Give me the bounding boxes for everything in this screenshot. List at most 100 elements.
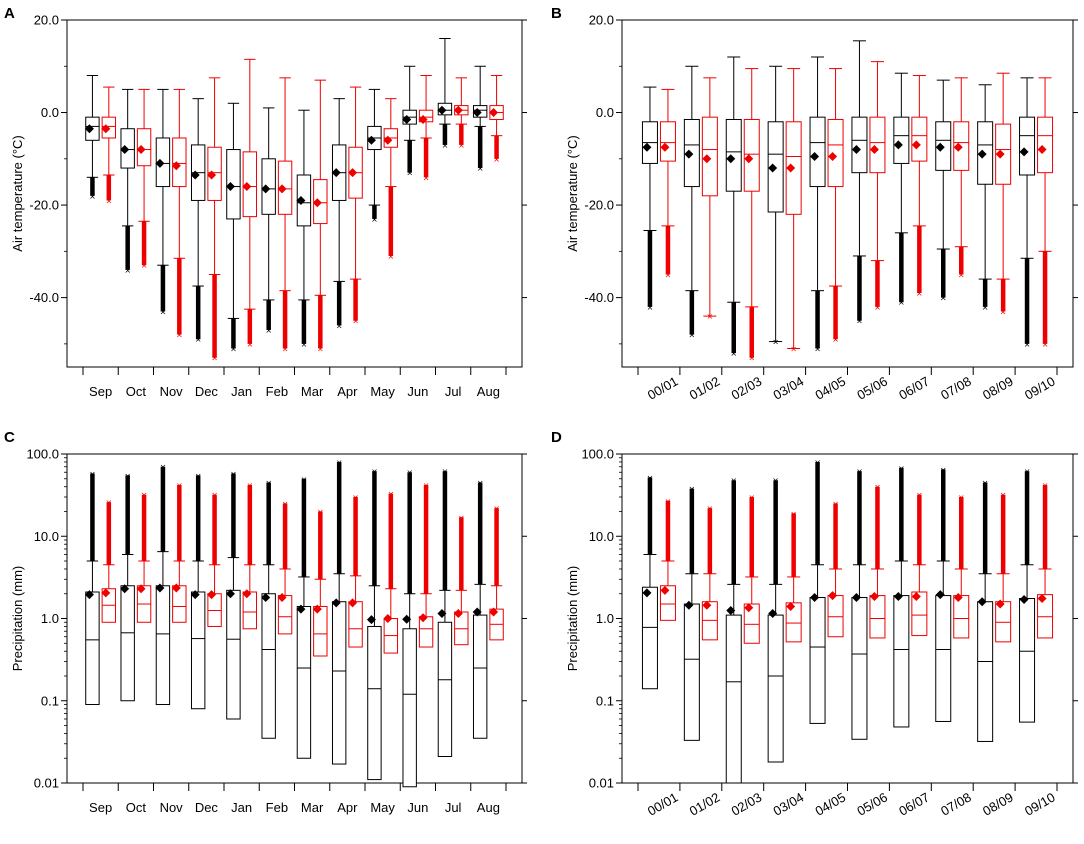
outlier-mark: ×: [371, 215, 378, 224]
x-tick-label: 03/04: [771, 373, 807, 402]
box-red: ×: [785, 509, 802, 643]
box-red: ×: [312, 79, 328, 353]
mean-diamond: [383, 614, 393, 623]
box-black: ×: [472, 65, 488, 173]
box-black: ×: [935, 79, 952, 303]
mean-diamond: [331, 598, 341, 608]
box-red: ×: [743, 493, 760, 644]
box-iqr: [935, 595, 952, 722]
mean-diamond: [190, 170, 200, 180]
y-tick-label: -40.0: [584, 290, 614, 305]
box-black: ×: [366, 88, 382, 224]
box-red: ×: [277, 500, 293, 635]
box-red: ×: [453, 77, 469, 150]
mean-diamond: [911, 140, 921, 150]
box-red: ×: [136, 88, 152, 270]
box-iqr: [472, 614, 488, 739]
box-black: ×: [225, 102, 241, 353]
box-red: ×: [911, 75, 928, 298]
box-red: ×: [953, 77, 970, 279]
box-black: ×: [155, 88, 171, 316]
y-tick-label: 0.01: [589, 776, 614, 791]
mean-diamond: [418, 613, 428, 623]
box-black: ×: [683, 485, 700, 741]
mean-diamond: [893, 140, 903, 150]
box-black: ×: [366, 467, 382, 781]
x-tick-label: 02/03: [729, 789, 765, 818]
box-red: ×: [1037, 481, 1054, 639]
panel-letter: B: [551, 5, 562, 22]
x-tick-label: 09/10: [1022, 789, 1058, 818]
outlier-mark: ×: [1000, 491, 1007, 500]
box-red: ×: [348, 493, 363, 648]
y-tick-label: 20.0: [589, 13, 614, 28]
box-red: ×: [701, 77, 718, 321]
mean-diamond: [418, 114, 428, 124]
outlier-mark: ×: [647, 303, 654, 312]
mean-diamond: [489, 108, 499, 118]
box-black: ×: [402, 65, 417, 178]
outlier-mark: ×: [916, 491, 923, 500]
mean-diamond: [1037, 594, 1047, 604]
outlier-mark: ×: [856, 317, 863, 326]
box-iqr: [701, 116, 718, 197]
x-tick-label: Oct: [126, 384, 147, 399]
x-tick-label: Jul: [445, 384, 462, 399]
box-black: ×: [190, 471, 206, 710]
panel-c: C 100.0 10.0 1.0 0.1 0.01 Precipitation (mm) Se…: [4, 429, 527, 815]
outlier-mark: ×: [160, 307, 167, 316]
mean-diamond: [277, 184, 287, 194]
outlier-mark: ×: [730, 349, 737, 358]
outlier-mark: ×: [772, 476, 779, 485]
outlier-mark: ×: [387, 490, 394, 499]
box-black: ×: [641, 86, 658, 312]
mean-diamond: [953, 142, 963, 152]
mean-diamond: [296, 604, 306, 614]
outlier-mark: ×: [246, 481, 253, 490]
mean-diamond: [277, 593, 287, 603]
x-tick-label: Apr: [337, 800, 358, 815]
outlier-mark: ×: [647, 473, 654, 482]
box-iqr: [1019, 598, 1036, 723]
outlier-mark: ×: [195, 471, 202, 480]
outlier-mark: ×: [814, 458, 821, 467]
mean-diamond: [84, 124, 94, 134]
mean-diamond: [642, 588, 652, 598]
y-axis-label: Air temperature (°C): [10, 135, 25, 251]
box-iqr: [261, 158, 276, 215]
box-iqr: [743, 118, 760, 192]
outlier-mark: ×: [748, 354, 755, 363]
panel-letter: C: [4, 429, 15, 446]
box-iqr: [767, 614, 784, 763]
x-tick-label: 08/09: [980, 789, 1016, 818]
plot-frame: [66, 453, 523, 784]
mean-diamond: [437, 609, 447, 619]
box-iqr: [226, 149, 241, 220]
mean-diamond: [120, 584, 130, 594]
mean-diamond: [810, 593, 820, 603]
box-black: ×: [683, 65, 700, 340]
outlier-mark: ×: [195, 335, 202, 344]
box-iqr: [261, 593, 276, 739]
outlier-mark: ×: [458, 141, 465, 150]
outlier-mark: ×: [958, 270, 965, 279]
x-tick-label: Mar: [301, 800, 324, 815]
box-red: ×: [383, 490, 399, 654]
box-iqr: [911, 591, 928, 637]
box-iqr: [277, 595, 293, 635]
box-iqr: [331, 601, 347, 765]
box-red: ×: [171, 481, 187, 623]
box-red: ×: [1037, 77, 1054, 349]
box-red: ×: [995, 491, 1012, 643]
outlier-mark: ×: [336, 321, 343, 330]
outlier-mark: ×: [856, 467, 863, 476]
box-red: ×: [659, 88, 676, 279]
outlier-mark: ×: [124, 266, 131, 275]
mean-diamond: [935, 142, 945, 152]
outlier-mark: ×: [352, 493, 359, 502]
outlier-mark: ×: [265, 326, 272, 335]
panel-a: A 20.0 0.0 -20.0 -40.0 Air temperature (°C) Se…: [4, 5, 527, 399]
outlier-mark: ×: [352, 317, 359, 326]
mean-diamond: [953, 593, 963, 603]
x-tick-label: Jul: [445, 800, 462, 815]
